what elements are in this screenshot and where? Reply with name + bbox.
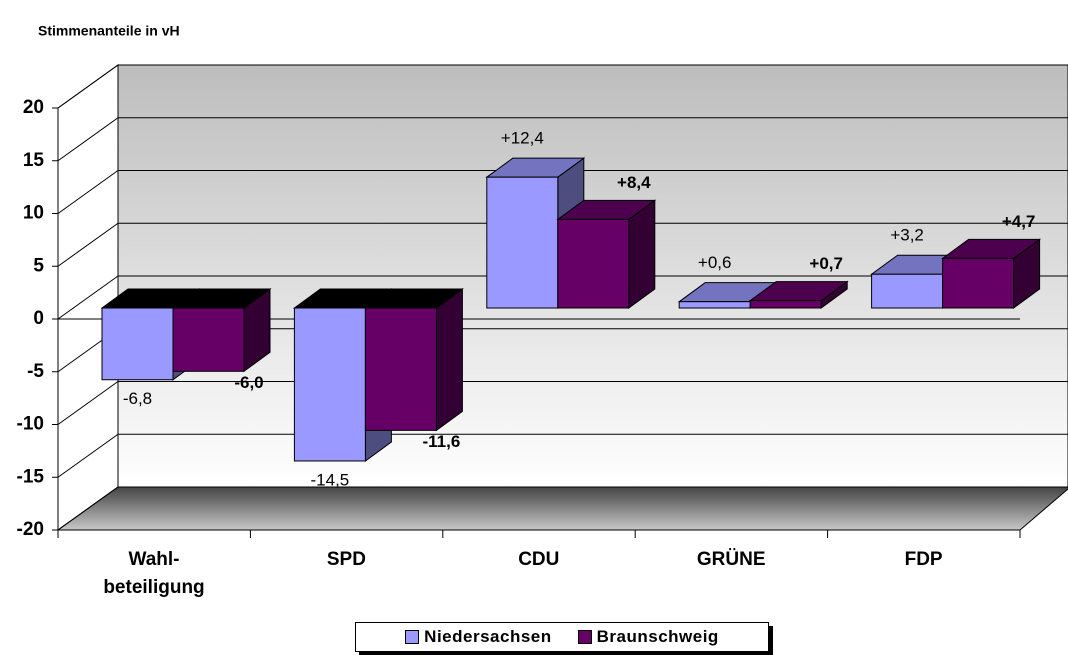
bar-group [363, 288, 464, 432]
chart-title: Stimmenanteile in vH [38, 23, 180, 39]
grid-line [57, 170, 119, 214]
value-label: +0,6 [698, 253, 732, 272]
floor [56, 486, 1068, 531]
grid-line [57, 222, 119, 267]
bar-group [748, 280, 849, 309]
value-label: -11,6 [422, 432, 460, 451]
value-label: -14,5 [311, 470, 350, 489]
value-label: +0,7 [809, 254, 843, 273]
value-label: -6,8 [123, 389, 152, 408]
y-tick-label: 10 [23, 203, 44, 224]
y-tick-label: -20 [17, 519, 44, 540]
value-label: +8,4 [617, 173, 651, 192]
bar [101, 307, 174, 381]
x-tick-label: GRÜNE [696, 549, 766, 570]
grid-line [57, 275, 119, 320]
bar [557, 218, 630, 309]
bar [749, 300, 822, 309]
grid-line [57, 486, 119, 531]
value-label: +3,2 [890, 226, 924, 245]
bar [486, 176, 559, 309]
legend-swatch [577, 630, 592, 644]
legend-swatch [405, 630, 420, 644]
y-tick-label: -5 [27, 361, 44, 382]
bar-group [556, 199, 657, 309]
grid-line [57, 433, 119, 478]
legend-item: Niedersachsen [405, 627, 551, 647]
x-tick-label: FDP [904, 549, 943, 570]
y-tick-label: -15 [17, 466, 45, 487]
x-tick-label: CDU [518, 549, 560, 570]
bar-group [171, 288, 272, 373]
y-tick-label: 20 [23, 97, 44, 118]
bar [364, 307, 437, 431]
y-tick-label: 0 [33, 308, 44, 329]
y-tick-label: 5 [33, 255, 44, 276]
bar [942, 257, 1015, 309]
legend-label: Braunschweig [596, 627, 719, 646]
bar [172, 307, 245, 372]
value-label: +4,7 [1002, 212, 1036, 231]
grid-line [57, 117, 119, 162]
grid-line [57, 381, 119, 425]
legend: Niedersachsen Braunschweig [355, 622, 769, 652]
legend-label: Niedersachsen [424, 627, 552, 646]
y-tick-label: 15 [23, 150, 45, 171]
y-tick-label: -10 [17, 414, 44, 435]
bar-side [435, 288, 463, 432]
bar [293, 307, 366, 462]
value-label: -6,0 [234, 373, 263, 392]
bar [871, 273, 944, 309]
x-tick-label: Wahl- beteiligung [103, 549, 205, 598]
grid-line [57, 64, 119, 109]
bar [678, 301, 751, 309]
bar-group [941, 238, 1042, 309]
bar-group [485, 157, 586, 309]
legend-item: Braunschweig [577, 627, 719, 647]
value-label: +12,4 [501, 129, 544, 148]
x-tick-label: SPD [326, 549, 366, 570]
